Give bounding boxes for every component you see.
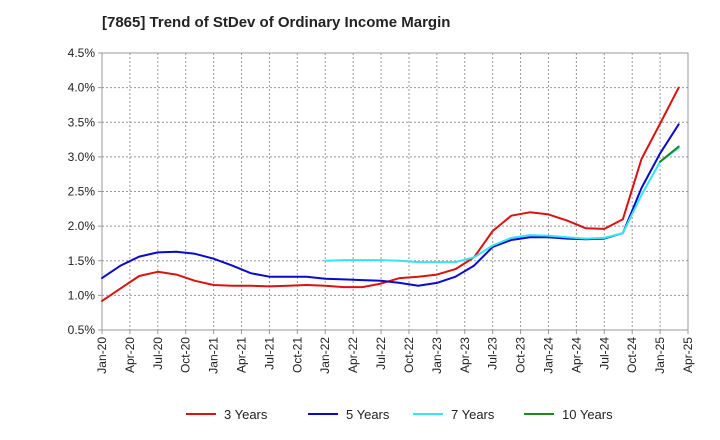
y-tick-labels: 0.5% 1.0% 1.5% 2.0% 2.5% 3.0% 3.5% 4.0% 4.5% — [68, 46, 96, 337]
y-tick-label: 4.0% — [68, 81, 96, 95]
x-tick-label: Oct-20 — [179, 337, 193, 373]
series-line-7-years — [324, 146, 680, 264]
x-tick-label: Jan-25 — [653, 337, 667, 374]
x-tick-label: Apr-25 — [681, 337, 695, 373]
x-tick-label: Apr-20 — [123, 337, 137, 373]
legend-label: 7 Years — [451, 407, 495, 422]
legend-label: 3 Years — [224, 407, 268, 422]
series-line-10-years — [659, 145, 680, 163]
y-tick-label: 3.5% — [68, 115, 96, 129]
x-tick-label: Jan-20 — [95, 337, 109, 374]
x-tick-label: Oct-21 — [290, 337, 304, 373]
y-tick-label: 2.5% — [68, 185, 96, 199]
y-tick-label: 0.5% — [68, 323, 96, 337]
x-tick-label: Apr-21 — [235, 337, 249, 373]
y-tick-label: 2.0% — [68, 219, 96, 233]
chart-title: [7865] Trend of StDev of Ordinary Income… — [102, 14, 451, 31]
legend-label: 10 Years — [562, 407, 613, 422]
x-tick-label: Jul-24 — [597, 337, 611, 370]
x-tick-label: Oct-23 — [514, 337, 528, 373]
x-tick-label: Oct-24 — [625, 337, 639, 373]
x-tick-labels: Jan-20 Apr-20 Jul-20 Oct-20 Jan-21 Apr-21 Jul-… — [95, 337, 695, 374]
x-tick-label: Oct-22 — [402, 337, 416, 373]
series-lines — [101, 86, 680, 302]
x-tick-label: Jan-21 — [207, 337, 221, 374]
legend: 3 Years 5 Years 7 Years 10 Years — [186, 407, 613, 422]
x-tick-label: Jul-22 — [374, 337, 388, 370]
y-tick-label: 4.5% — [68, 46, 96, 60]
x-tick-label: Apr-24 — [569, 337, 583, 373]
x-tick-label: Apr-23 — [458, 337, 472, 373]
y-tick-label: 1.0% — [68, 288, 96, 302]
x-tick-label: Jan-23 — [430, 337, 444, 374]
x-tick-label: Jul-21 — [262, 337, 276, 370]
axes — [98, 52, 689, 334]
y-tick-label: 1.5% — [68, 254, 96, 268]
y-tick-label: 3.0% — [68, 150, 96, 164]
legend-label: 5 Years — [346, 407, 390, 422]
grid — [102, 53, 688, 330]
x-tick-label: Jan-24 — [541, 337, 555, 374]
x-tick-label: Jan-22 — [318, 337, 332, 374]
x-tick-label: Jul-20 — [151, 337, 165, 370]
x-tick-label: Apr-22 — [346, 337, 360, 373]
x-tick-label: Jul-23 — [486, 337, 500, 370]
